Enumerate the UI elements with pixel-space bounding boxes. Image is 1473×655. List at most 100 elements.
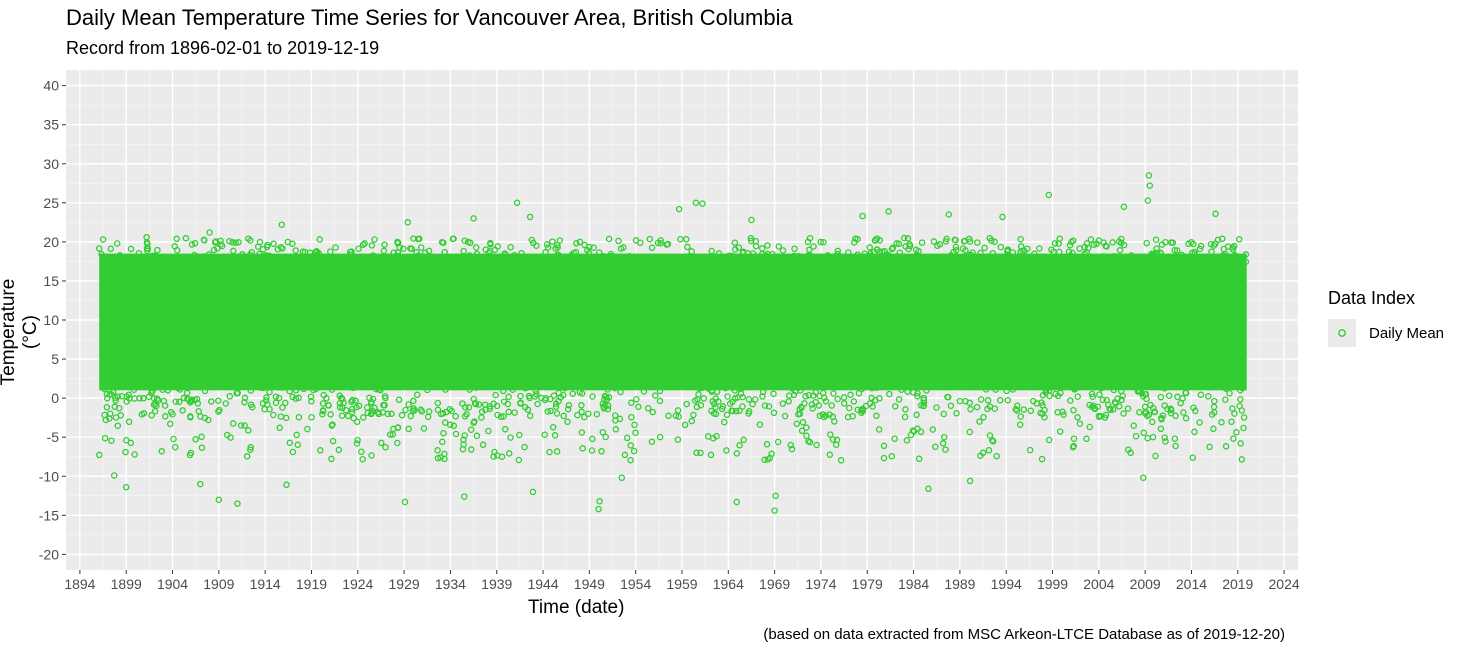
data-point <box>121 257 129 265</box>
data-point <box>648 244 656 252</box>
data-point <box>377 386 384 394</box>
data-point <box>441 419 449 426</box>
data-point <box>131 451 138 458</box>
data-point <box>1192 407 1199 415</box>
data-point <box>831 418 838 425</box>
data-point <box>181 258 188 266</box>
data-point <box>733 273 740 280</box>
data-point <box>732 407 740 415</box>
data-point <box>822 258 830 265</box>
data-point <box>1217 269 1224 276</box>
data-point <box>118 392 126 400</box>
data-point <box>980 260 988 267</box>
data-point <box>745 408 753 415</box>
x-tick-label: 1939 <box>481 576 512 592</box>
data-point <box>581 241 588 249</box>
data-point <box>227 268 234 275</box>
data-point <box>771 507 778 514</box>
data-point <box>933 404 940 411</box>
data-point <box>595 249 603 256</box>
data-point <box>803 424 810 431</box>
data-point <box>701 267 708 275</box>
data-point <box>325 402 332 409</box>
data-point <box>246 377 254 384</box>
data-point <box>264 241 271 249</box>
data-point <box>417 406 425 414</box>
data-point <box>1220 245 1228 253</box>
data-point <box>896 249 904 256</box>
data-point <box>681 379 689 387</box>
data-point <box>757 264 765 271</box>
data-point <box>336 403 344 411</box>
scatter-points <box>95 172 1250 514</box>
data-point <box>621 379 629 386</box>
data-point <box>95 245 103 252</box>
data-point <box>735 385 742 392</box>
data-point <box>459 400 466 407</box>
data-point <box>675 254 683 261</box>
data-point <box>239 251 246 258</box>
data-point <box>721 267 728 274</box>
data-point <box>1036 245 1043 252</box>
data-point <box>629 382 636 390</box>
data-point <box>234 389 242 397</box>
data-point <box>686 259 693 267</box>
data-point <box>108 391 115 398</box>
data-point <box>1027 407 1035 415</box>
data-point <box>1096 391 1103 398</box>
data-point <box>550 392 558 399</box>
legend: Data Index Daily Mean <box>1328 288 1444 347</box>
data-point <box>1118 396 1125 404</box>
data-point <box>997 243 1005 251</box>
data-point <box>182 266 189 274</box>
data-point <box>106 410 114 417</box>
data-point <box>618 474 626 482</box>
data-point <box>441 450 448 458</box>
data-point <box>1237 440 1244 447</box>
data-point <box>552 400 560 408</box>
data-point <box>500 413 507 420</box>
data-point <box>560 271 568 279</box>
data-point <box>1055 248 1063 256</box>
data-point <box>454 376 461 384</box>
data-point <box>989 438 997 445</box>
data-point <box>578 408 585 416</box>
data-point <box>150 376 157 383</box>
data-point <box>1090 384 1098 391</box>
data-point <box>1152 272 1159 279</box>
data-point <box>962 247 969 254</box>
data-point <box>286 439 294 447</box>
data-point <box>1227 270 1234 277</box>
data-point <box>344 412 352 420</box>
data-point <box>166 420 174 428</box>
data-point <box>1023 266 1031 274</box>
y-tick-label: 5 <box>51 351 59 367</box>
data-point <box>529 488 537 496</box>
data-point <box>1206 443 1213 451</box>
data-point <box>525 392 533 400</box>
data-point <box>355 245 362 252</box>
data-point <box>182 235 190 242</box>
x-tick-label: 1974 <box>805 576 836 592</box>
data-point <box>561 384 568 392</box>
data-point <box>1145 172 1153 179</box>
data-point <box>966 238 974 245</box>
data-point <box>1124 405 1132 412</box>
data-point <box>174 260 182 268</box>
data-point <box>363 404 371 411</box>
data-point <box>517 400 524 407</box>
data-point <box>422 380 429 388</box>
data-point <box>723 257 730 265</box>
data-point <box>202 253 209 260</box>
data-point <box>913 251 921 259</box>
data-point <box>719 379 727 387</box>
data-point <box>492 391 499 399</box>
data-point <box>942 238 950 245</box>
data-point <box>929 426 937 433</box>
data-point <box>1067 397 1074 404</box>
data-point <box>319 407 327 415</box>
data-point <box>1242 258 1250 265</box>
data-point <box>342 406 350 414</box>
data-point <box>946 270 954 278</box>
data-point <box>161 257 169 265</box>
